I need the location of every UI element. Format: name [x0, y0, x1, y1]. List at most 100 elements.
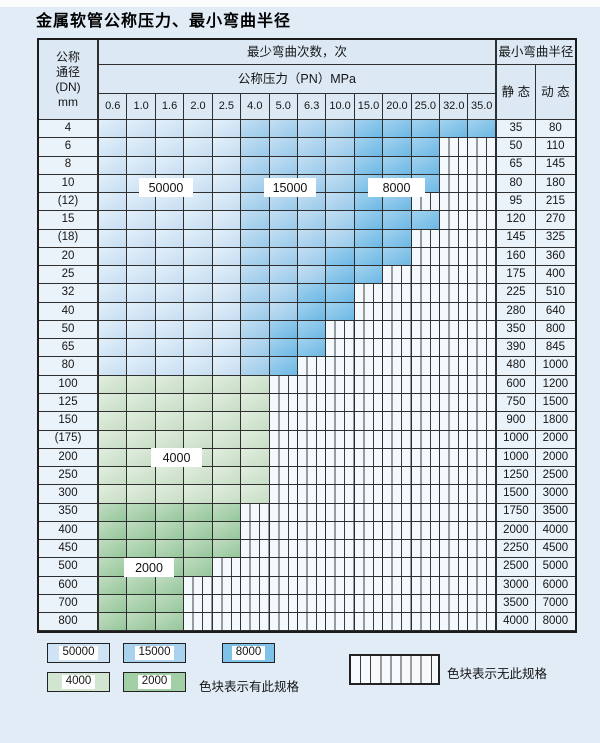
spec-cell [127, 594, 156, 614]
spec-cell [468, 339, 497, 358]
spec-cell [440, 156, 469, 175]
spec-cell [297, 558, 327, 577]
spec-cell [383, 120, 412, 139]
pressure-tick: 32.0 [440, 94, 469, 120]
dn-cell: 350 [39, 503, 99, 522]
pressure-tick: 4.0 [241, 94, 270, 120]
dn-header-line: mm [58, 95, 78, 109]
spec-cell [155, 138, 185, 157]
spec-cell [212, 503, 242, 522]
spec-cell [440, 193, 469, 212]
spec-cell [184, 229, 213, 248]
top-strip [0, 0, 600, 7]
dn-header-line: (DN) [55, 80, 81, 94]
spec-cell [354, 138, 384, 157]
spec-cell [99, 339, 128, 358]
spec-cell [212, 467, 242, 486]
spec-cell [468, 247, 497, 267]
spec-cell [241, 576, 270, 595]
static-value-cell: 280 [496, 302, 536, 321]
spec-cell [99, 412, 128, 431]
spec-cell [440, 284, 469, 303]
spec-cell [127, 320, 156, 340]
spec-cell [326, 229, 355, 248]
spec-cell [468, 521, 497, 541]
spec-cell [297, 138, 327, 157]
spec-cell [241, 448, 270, 468]
spec-cell [212, 138, 242, 157]
spec-cell [440, 485, 469, 504]
dynamic-value-cell: 215 [535, 193, 575, 212]
spec-cell [468, 266, 497, 285]
spec-cell [269, 156, 298, 175]
spec-cell [184, 576, 213, 595]
spec-cell [326, 503, 355, 522]
spec-cell [241, 320, 270, 340]
spec-cell [326, 594, 355, 614]
spec-cell [440, 448, 469, 468]
spec-cell [326, 540, 355, 559]
spec-cell [269, 247, 298, 267]
spec-cell [383, 540, 412, 559]
spec-cell [468, 594, 497, 614]
spec-cell [269, 558, 298, 577]
spec-cell [354, 576, 384, 595]
dn-cell: 125 [39, 393, 99, 413]
spec-cell [155, 503, 185, 522]
zone-label-15000: 15000 [264, 178, 316, 197]
spec-cell [155, 467, 185, 486]
spec-cell [269, 594, 298, 614]
page-title: 金属软管公称压力、最小弯曲半径 [36, 11, 292, 30]
pressure-tick: 6.3 [297, 94, 327, 120]
dynamic-value-cell: 2000 [535, 430, 575, 449]
spec-cell [269, 448, 298, 468]
static-value-cell: 2250 [496, 540, 536, 559]
spec-cell [440, 540, 469, 559]
static-value-cell: 4000 [496, 613, 536, 632]
spec-cell [354, 193, 384, 212]
spec-cell [127, 156, 156, 175]
spec-cell [326, 247, 355, 267]
pressure-tick: 35.0 [468, 94, 497, 120]
spec-cell [241, 120, 270, 139]
legend-label: 8000 [231, 646, 266, 660]
spec-cell [269, 393, 298, 413]
legend-swatch-4000: 4000 [47, 672, 110, 692]
spec-cell [326, 448, 355, 468]
spec-cell [468, 156, 497, 175]
spec-cell [383, 430, 412, 449]
spec-cell [383, 229, 412, 248]
spec-cell [411, 320, 441, 340]
spec-cell [212, 229, 242, 248]
spec-cell [127, 521, 156, 541]
spec-cell [297, 485, 327, 504]
spec-cell [155, 247, 185, 267]
spec-cell [468, 576, 497, 595]
spec-cell [212, 412, 242, 431]
spec-cell [184, 156, 213, 175]
spec-cell [440, 594, 469, 614]
spec-cell [440, 412, 469, 431]
spec-cell [354, 412, 384, 431]
spec-cell [468, 613, 497, 632]
spec-cell [212, 594, 242, 614]
spec-cell [297, 503, 327, 522]
spec-cell [269, 375, 298, 394]
spec-cell [326, 174, 355, 194]
legend-swatch-8000: 8000 [222, 643, 275, 663]
spec-cell [411, 448, 441, 468]
spec-cell [184, 138, 213, 157]
spec-cell [184, 284, 213, 303]
spec-cell [99, 503, 128, 522]
spec-cell [297, 284, 327, 303]
spec-cell [383, 284, 412, 303]
dynamic-header: 动 态 [535, 65, 575, 120]
spec-cell [383, 375, 412, 394]
dn-cell: 10 [39, 174, 99, 194]
spec-cell [383, 448, 412, 468]
spec-cell [326, 138, 355, 157]
spec-cell [411, 558, 441, 577]
static-value-cell: 1750 [496, 503, 536, 522]
spec-cell [127, 339, 156, 358]
spec-cell [383, 503, 412, 522]
